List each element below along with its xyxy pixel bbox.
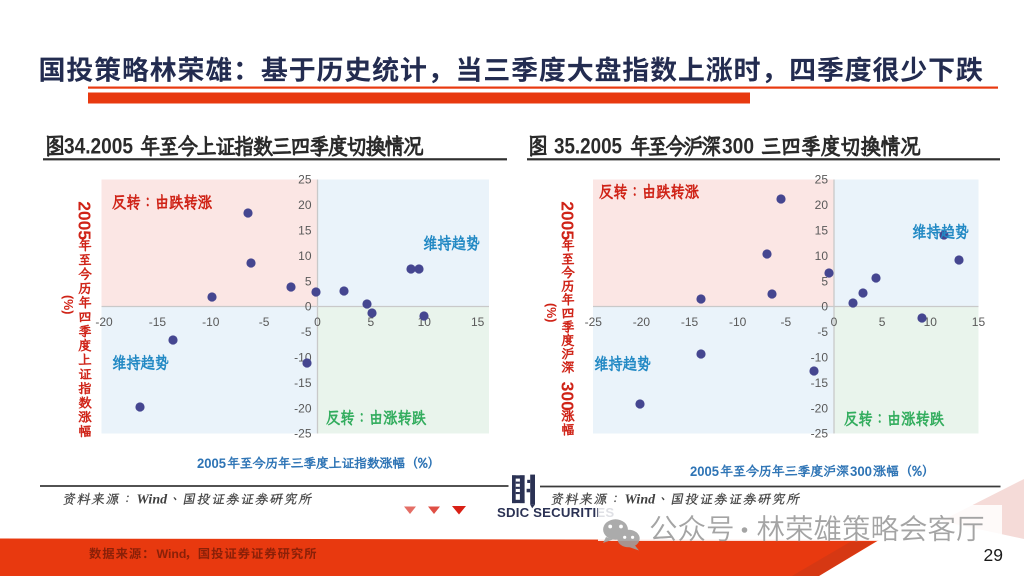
svg-text:-20: -20: [633, 315, 651, 329]
svg-text:10: 10: [298, 249, 312, 263]
svg-text:5: 5: [821, 274, 828, 288]
svg-text:-15: -15: [149, 315, 167, 329]
svg-text:-15: -15: [811, 376, 829, 390]
svg-text:10: 10: [924, 315, 938, 329]
svg-text:-5: -5: [817, 325, 828, 339]
svg-text:-5: -5: [259, 315, 270, 329]
svg-text:-20: -20: [811, 401, 829, 415]
svg-text:-5: -5: [781, 315, 792, 329]
svg-text:2005: 2005: [75, 201, 95, 240]
svg-text:-20: -20: [294, 401, 312, 415]
svg-text:Wind: Wind: [157, 547, 187, 561]
svg-text:300: 300: [558, 382, 578, 411]
svg-text:2005: 2005: [690, 464, 719, 479]
svg-text:0: 0: [305, 300, 312, 314]
svg-text:(%): (%): [544, 303, 558, 322]
svg-text:-20: -20: [95, 315, 113, 329]
svg-text:20: 20: [815, 198, 829, 212]
svg-text:-25: -25: [294, 427, 312, 441]
svg-text:35.2005: 35.2005: [554, 134, 622, 159]
svg-text:0: 0: [821, 300, 828, 314]
svg-text:34.2005: 34.2005: [64, 134, 133, 159]
svg-text:5: 5: [879, 315, 886, 329]
svg-text:0: 0: [314, 315, 321, 329]
svg-text:15: 15: [471, 315, 485, 329]
svg-text:300: 300: [722, 134, 754, 159]
svg-text:SDIC SECURITIES: SDIC SECURITIES: [497, 505, 614, 520]
svg-text:15: 15: [972, 315, 986, 329]
svg-text:0: 0: [831, 315, 838, 329]
svg-text:-10: -10: [811, 351, 829, 365]
svg-text:-10: -10: [202, 315, 220, 329]
svg-text:Wind: Wind: [137, 493, 169, 508]
svg-text:2005: 2005: [197, 456, 226, 471]
svg-text:2005: 2005: [558, 201, 578, 240]
svg-text:(%): (%): [61, 295, 75, 314]
svg-text:29: 29: [984, 545, 1003, 565]
svg-text:-25: -25: [811, 427, 829, 441]
svg-text:-5: -5: [301, 325, 312, 339]
svg-text:300: 300: [850, 464, 872, 479]
svg-text:25: 25: [815, 173, 829, 187]
svg-text:20: 20: [298, 198, 312, 212]
svg-text:-10: -10: [729, 315, 747, 329]
svg-text:5: 5: [305, 274, 312, 288]
svg-text:10: 10: [815, 249, 829, 263]
svg-text:-25: -25: [585, 315, 603, 329]
svg-text:15: 15: [298, 224, 312, 238]
svg-text:Wind: Wind: [625, 493, 657, 508]
svg-text:-15: -15: [681, 315, 699, 329]
svg-text:25: 25: [298, 173, 312, 187]
svg-text:5: 5: [368, 315, 375, 329]
svg-text:15: 15: [815, 224, 829, 238]
svg-text:-15: -15: [294, 376, 312, 390]
